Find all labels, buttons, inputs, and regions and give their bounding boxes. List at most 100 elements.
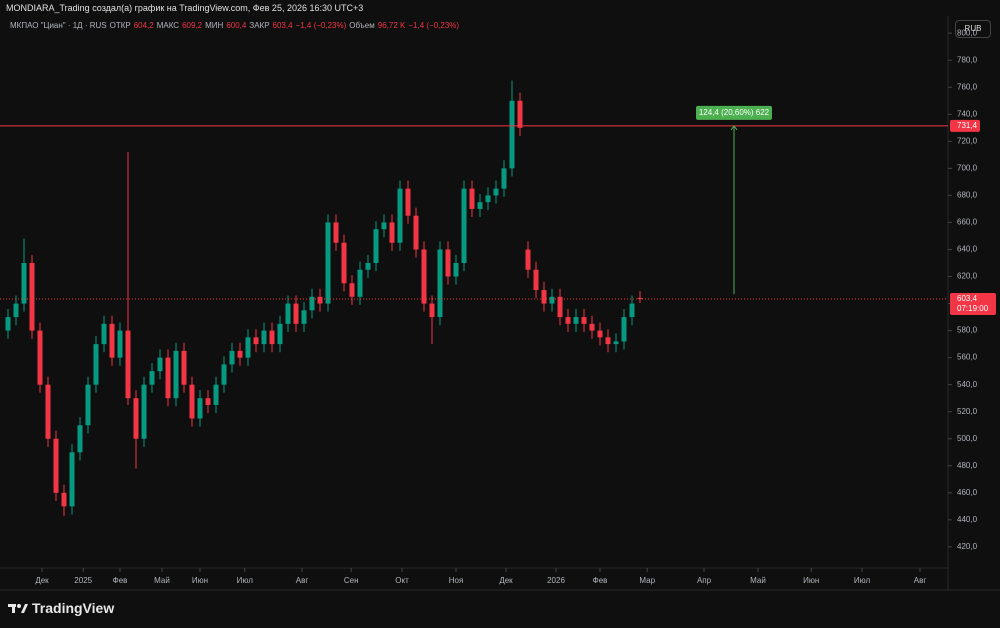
x-tick-label: Окт — [395, 576, 409, 585]
candle-body — [5, 317, 11, 331]
candle-body — [381, 222, 387, 230]
y-tick-label: 460,0 — [957, 488, 978, 497]
candle-body — [349, 283, 355, 297]
candle-body — [229, 350, 235, 365]
candle-body — [469, 188, 475, 209]
price-label-box — [950, 119, 980, 132]
candle-body — [605, 337, 611, 345]
candle-body — [205, 398, 211, 405]
label: ОТКР — [109, 21, 131, 30]
candle-body — [357, 269, 363, 297]
y-tick-label: 680,0 — [957, 191, 978, 200]
candle-body — [597, 330, 603, 338]
attribution: MONDIARA_Trading создал(а) график на Tra… — [6, 3, 364, 13]
candle-body — [573, 317, 579, 324]
label: МАКС — [156, 21, 180, 30]
candle-body — [589, 323, 595, 331]
candle-body — [269, 330, 275, 345]
candle-body — [541, 290, 547, 304]
arrow-head — [730, 125, 738, 131]
label: Объем — [349, 21, 375, 30]
candle-body — [149, 371, 155, 385]
candle-body — [181, 350, 187, 385]
y-tick-label: 640,0 — [957, 245, 978, 254]
x-tick-label: Июн — [803, 576, 819, 585]
candle-body — [317, 296, 323, 304]
candle-body — [613, 341, 619, 345]
candle-body — [461, 188, 467, 264]
change: −1,4 (−0,23%) — [295, 21, 347, 30]
candle-body — [629, 303, 635, 318]
currency-button[interactable]: RUB — [955, 20, 991, 38]
candle-body — [525, 249, 531, 270]
y-tick-label: 760,0 — [957, 82, 978, 91]
y-tick-label: 700,0 — [957, 163, 978, 172]
candle-body — [493, 188, 499, 196]
candle-body — [325, 222, 331, 304]
candle-body — [37, 330, 43, 385]
x-tick-label: 2026 — [547, 576, 565, 585]
candle-body — [621, 317, 627, 342]
candle-body — [397, 188, 403, 243]
y-tick-label: 540,0 — [957, 380, 978, 389]
value: 603,4 — [272, 21, 293, 30]
candle-body — [557, 296, 563, 318]
y-tick-label: 440,0 — [957, 515, 978, 524]
value: 609,2 — [182, 21, 203, 30]
candle-body — [85, 384, 91, 426]
y-tick-label: 720,0 — [957, 136, 978, 145]
candle-body — [69, 452, 75, 507]
x-tick-label: Ноя — [449, 576, 464, 585]
value: 604,2 — [133, 21, 154, 30]
change: −1,4 (−0,23%) — [408, 21, 460, 30]
y-tick-label: 480,0 — [957, 461, 978, 470]
candle-body — [485, 195, 491, 203]
logo — [8, 604, 28, 613]
candle-body — [93, 344, 99, 385]
x-tick-label: Апр — [697, 576, 712, 585]
candle-body — [309, 296, 315, 311]
candle-body — [293, 303, 299, 324]
y-tick-label: 780,0 — [957, 55, 978, 64]
y-tick-label: 560,0 — [957, 353, 978, 362]
brand: TradingView — [8, 600, 114, 616]
candle-body — [509, 100, 515, 169]
x-tick-label: Сен — [344, 576, 359, 585]
x-tick-label: Июн — [192, 576, 208, 585]
y-tick-label: 520,0 — [957, 407, 978, 416]
x-tick-label: Дек — [499, 576, 513, 585]
y-tick-label: 580,0 — [957, 326, 978, 335]
candle-body — [77, 425, 83, 453]
candle-body — [277, 323, 283, 345]
candle-body — [221, 364, 227, 385]
x-tick-label: Май — [154, 576, 170, 585]
candle-body — [109, 323, 115, 358]
y-tick-label: 620,0 — [957, 272, 978, 281]
x-tick-label: Июл — [854, 576, 871, 585]
candle-body — [373, 229, 379, 264]
candle-body — [517, 100, 523, 128]
candle-body — [365, 263, 371, 270]
label: ЗАКР — [249, 21, 270, 30]
candle-body — [437, 249, 443, 318]
x-tick-label: Авг — [914, 576, 927, 585]
candle-body — [445, 249, 451, 277]
candle-body — [341, 242, 347, 284]
countdown: 07:19:00 — [957, 304, 989, 313]
candle-body — [333, 222, 339, 243]
candle-body — [213, 384, 219, 405]
candle-body — [189, 384, 195, 419]
candle-body — [29, 263, 35, 331]
candle-body — [413, 215, 419, 250]
candle-body — [301, 310, 307, 324]
value: 96,72 K — [377, 21, 406, 30]
x-tick-label: Фев — [593, 576, 608, 585]
brand-name: TradingView — [32, 600, 115, 616]
candle-body — [197, 398, 203, 419]
y-tick-label: 800,0 — [957, 28, 978, 37]
candle-body — [101, 323, 107, 345]
y-tick-label: 420,0 — [957, 542, 978, 551]
candle-body — [405, 188, 411, 216]
candle-body — [117, 330, 123, 358]
